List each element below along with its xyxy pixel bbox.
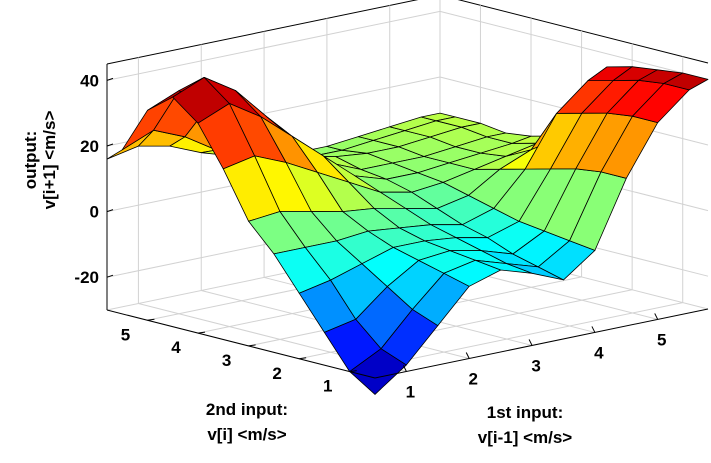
z-axis-label-line1: output:	[21, 131, 40, 190]
z-tick-mark	[106, 77, 114, 81]
z-tick-mark	[106, 143, 114, 147]
z-grid-line	[106, 10, 441, 81]
x-tick-label: 3	[531, 356, 540, 375]
x-axis-label-line1: 1st input:	[487, 403, 564, 422]
x-tick-label: 2	[469, 369, 478, 388]
y-axis-label-line1: 2nd input:	[206, 400, 288, 419]
x-tick-mark	[465, 352, 470, 359]
z-tick-mark	[106, 274, 114, 278]
x-tick-label: 5	[657, 330, 666, 349]
y-tick-label: 1	[323, 377, 332, 396]
box-edge	[457, 0, 709, 64]
z-tick-label: -20	[74, 268, 99, 287]
z-grid-line	[439, 10, 709, 80]
tick-labels: -20 0 20 40 1 2 3 4 5 1 2 3 4 5	[74, 71, 666, 401]
x-tick-mark	[402, 365, 407, 372]
x-tick-mark	[654, 313, 659, 320]
x-axis-label-line2: v[i-1] <m/s>	[478, 428, 573, 447]
y-tick-mark	[197, 331, 206, 334]
y-axis-line	[106, 309, 376, 379]
y-tick-mark	[299, 357, 307, 360]
y-axis-label-line2: v[i] <m/s>	[207, 425, 286, 444]
axes-box-front	[106, 64, 709, 379]
y-tick-mark	[147, 318, 155, 321]
y-tick-label: 2	[272, 364, 281, 383]
z-tick-label: 20	[80, 137, 99, 156]
z-tick-label: 40	[80, 71, 99, 90]
y-tick-mark	[248, 344, 256, 347]
surface-mesh	[106, 66, 709, 395]
x-tick-label: 4	[594, 343, 604, 362]
y-tick-label: 4	[171, 338, 181, 357]
z-tick-mark	[106, 209, 114, 213]
y-tick-mark	[349, 370, 357, 373]
x-axis-line	[374, 308, 709, 379]
x-tick-label: 1	[406, 382, 415, 401]
z-tick-label: 0	[90, 203, 99, 222]
x-tick-mark	[591, 326, 596, 333]
y-tick-label: 3	[222, 351, 231, 370]
z-axis-label-line2: v[i+1] <m/s>	[40, 111, 59, 210]
surface-patch	[663, 72, 709, 91]
x-tick-mark	[528, 339, 533, 346]
y-tick-label: 5	[121, 325, 130, 344]
box-edge	[106, 0, 419, 65]
